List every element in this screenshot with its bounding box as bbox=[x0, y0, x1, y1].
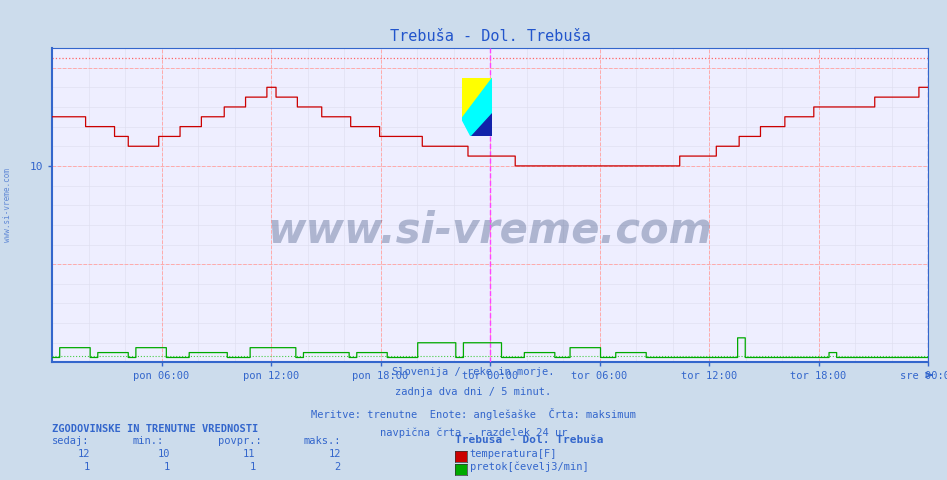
Text: ZGODOVINSKE IN TRENUTNE VREDNOSTI: ZGODOVINSKE IN TRENUTNE VREDNOSTI bbox=[52, 424, 259, 434]
Text: www.si-vreme.com: www.si-vreme.com bbox=[268, 209, 712, 252]
Text: maks.:: maks.: bbox=[303, 436, 341, 446]
Text: 1: 1 bbox=[83, 462, 90, 472]
Text: pretok[čevelj3/min]: pretok[čevelj3/min] bbox=[470, 462, 588, 472]
Text: 12: 12 bbox=[329, 449, 341, 459]
Polygon shape bbox=[462, 78, 492, 136]
Text: 1: 1 bbox=[164, 462, 170, 472]
Text: min.:: min.: bbox=[133, 436, 164, 446]
Text: Slovenija / reke in morje.: Slovenija / reke in morje. bbox=[392, 367, 555, 377]
Text: sedaj:: sedaj: bbox=[52, 436, 90, 446]
Text: zadnja dva dni / 5 minut.: zadnja dva dni / 5 minut. bbox=[396, 387, 551, 397]
Text: 11: 11 bbox=[243, 449, 256, 459]
Polygon shape bbox=[462, 78, 492, 119]
Text: Meritve: trenutne  Enote: anglešaške  Črta: maksimum: Meritve: trenutne Enote: anglešaške Črta… bbox=[311, 408, 636, 420]
Text: www.si-vreme.com: www.si-vreme.com bbox=[3, 168, 12, 242]
Text: 1: 1 bbox=[249, 462, 256, 472]
Polygon shape bbox=[471, 113, 492, 136]
Text: 12: 12 bbox=[78, 449, 90, 459]
Text: navpična črta - razdelek 24 ur: navpična črta - razdelek 24 ur bbox=[380, 428, 567, 438]
Title: Trebuša - Dol. Trebuša: Trebuša - Dol. Trebuša bbox=[390, 29, 590, 44]
Text: povpr.:: povpr.: bbox=[218, 436, 261, 446]
Text: Trebuša - Dol. Trebuša: Trebuša - Dol. Trebuša bbox=[455, 435, 603, 445]
Text: 2: 2 bbox=[334, 462, 341, 472]
Text: 10: 10 bbox=[158, 449, 170, 459]
Text: temperatura[F]: temperatura[F] bbox=[470, 449, 557, 459]
